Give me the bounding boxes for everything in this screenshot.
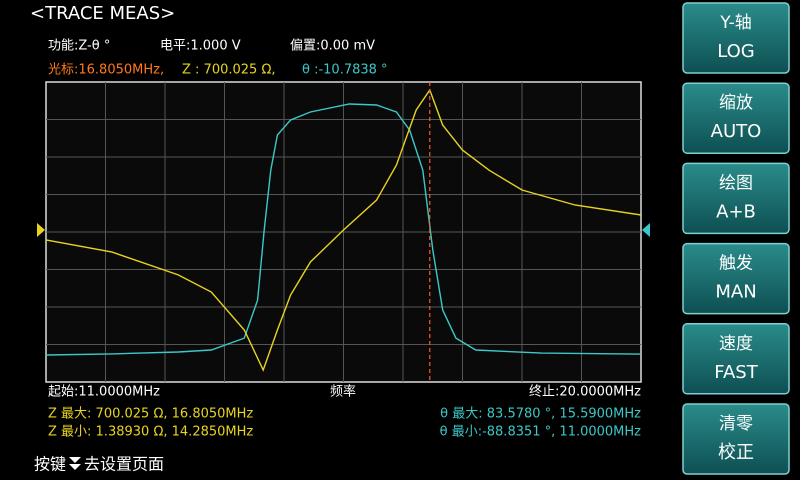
z-trace xyxy=(45,88,642,372)
softkey[interactable] xyxy=(682,82,790,154)
softkey-value: MAN xyxy=(715,282,756,303)
softkey-title: 速度 xyxy=(719,334,753,354)
z-min: Z 最小: 1.38930 Ω, 14.2850MHz xyxy=(48,425,253,440)
softkey-title: 清零 xyxy=(719,414,753,434)
marker-freq: 光标:16.8050MHz, xyxy=(48,63,164,78)
hint-suffix: 去设置页面 xyxy=(84,455,164,474)
softkey-value: A+B xyxy=(716,201,756,222)
softkey-value: AUTO xyxy=(711,121,762,142)
softkey-title: 绘图 xyxy=(719,173,753,193)
softkey-value: 校正 xyxy=(718,442,754,463)
softkey-title: 缩放 xyxy=(719,93,753,113)
status-bias: 偏置:0.00 mV xyxy=(290,39,375,54)
softkey-value: FAST xyxy=(714,362,758,383)
start-freq: 起始:11.0000MHz xyxy=(48,385,160,400)
softkey[interactable] xyxy=(682,2,790,74)
z-max: Z 最大: 700.025 Ω, 16.8050MHz xyxy=(48,407,253,422)
softkey-value: LOG xyxy=(717,41,755,62)
softkey[interactable] xyxy=(682,403,790,475)
hint-icon xyxy=(69,457,81,470)
softkey-title: 触发 xyxy=(719,254,753,274)
theta-min: θ 最小:-88.8351 °, 11.0000MHz xyxy=(440,425,642,440)
hint-prefix: 按键 xyxy=(34,455,66,474)
theta-trace xyxy=(45,103,642,356)
softkey[interactable] xyxy=(682,242,790,315)
softkey-title: Y-轴 xyxy=(719,13,752,33)
page-title: <TRACE MEAS> xyxy=(30,3,175,24)
status-level: 电平:1.000 V xyxy=(160,39,241,54)
status-function: 功能:Z-θ ° xyxy=(48,39,110,54)
marker-z: Z : 700.025 Ω, xyxy=(182,63,276,78)
z-ref-arrow xyxy=(37,223,45,237)
theta-ref-arrow xyxy=(642,223,650,237)
stop-freq: 终止:20.0000MHz xyxy=(529,384,641,400)
theta-max: θ 最大: 83.5780 °, 15.5900MHz xyxy=(440,407,641,422)
marker-theta: θ :-10.7838 ° xyxy=(302,63,388,78)
softkey[interactable] xyxy=(682,323,790,395)
axis-label: 频率 xyxy=(330,384,356,400)
grid xyxy=(46,82,641,382)
traces xyxy=(45,82,642,382)
softkey[interactable] xyxy=(682,162,790,235)
